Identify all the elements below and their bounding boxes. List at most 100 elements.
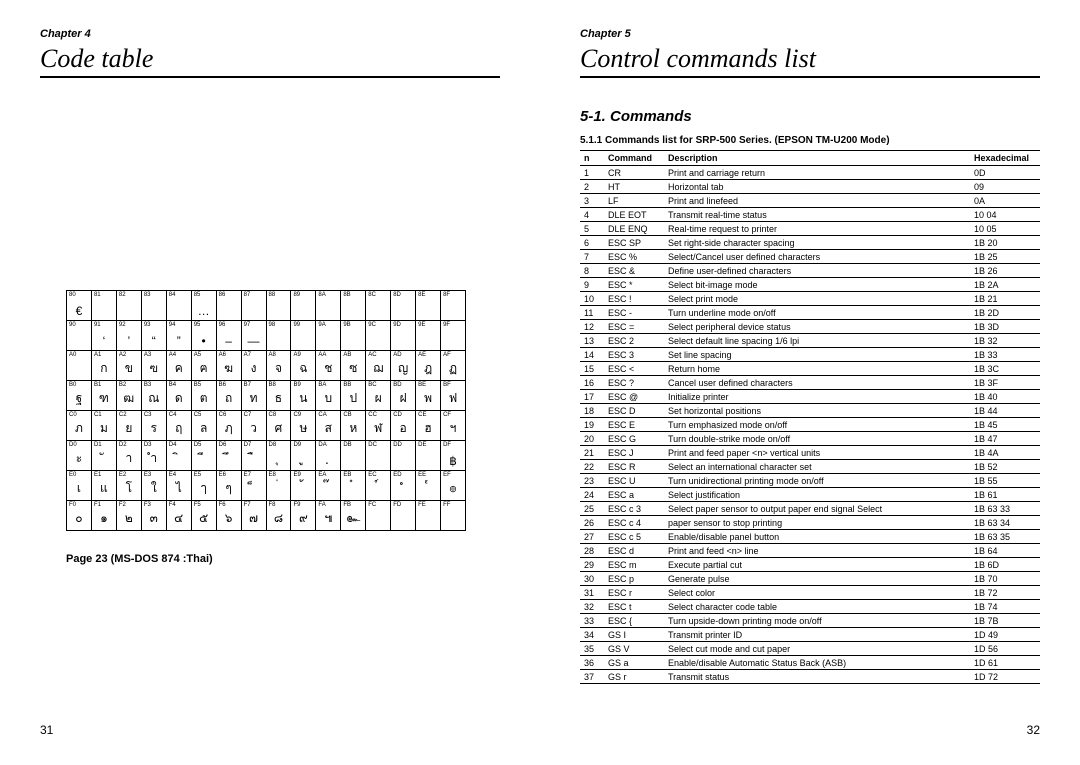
cell-desc: Select cut mode and cut paper — [664, 642, 970, 656]
cell-desc: Print and feed paper <n> vertical units — [664, 446, 970, 460]
code-cell: 81 — [91, 291, 116, 321]
cell-cmd: GS I — [604, 628, 664, 642]
cell-n: 15 — [580, 362, 604, 376]
cell-desc: Select peripheral device status — [664, 320, 970, 334]
code-cell: F6๖ — [216, 501, 241, 531]
code-cell: BEพ — [416, 381, 441, 411]
chapter-label-right: Chapter 5 — [580, 28, 1040, 40]
code-cell: E9้ — [291, 471, 316, 501]
code-cell: FF — [441, 501, 466, 531]
cell-hex: 1B 63 33 — [970, 502, 1040, 516]
table-row: 26ESC c 4paper sensor to stop printing1B… — [580, 516, 1040, 530]
cell-n: 19 — [580, 418, 604, 432]
code-cell: F1๑ — [91, 501, 116, 531]
table-row: 30ESC pGenerate pulse1B 70 — [580, 572, 1040, 586]
code-cell: C1ม — [91, 411, 116, 441]
cell-hex: 1B 33 — [970, 348, 1040, 362]
code-cell: DB — [341, 441, 366, 471]
cell-cmd: ESC E — [604, 418, 664, 432]
code-cell: 9C — [366, 321, 391, 351]
cell-hex: 1B 26 — [970, 264, 1040, 278]
cell-hex: 1B 64 — [970, 544, 1040, 558]
code-cell: 8E — [416, 291, 441, 321]
cell-n: 37 — [580, 670, 604, 684]
cell-hex: 1B 2D — [970, 306, 1040, 320]
code-cell: B5ต — [191, 381, 216, 411]
code-cell: 9B — [341, 321, 366, 351]
cell-hex: 1B 72 — [970, 586, 1040, 600]
code-cell: FD — [391, 501, 416, 531]
cell-cmd: ESC ! — [604, 292, 664, 306]
code-cell: EB๋ — [341, 471, 366, 501]
code-cell: ACฌ — [366, 351, 391, 381]
cell-n: 3 — [580, 194, 604, 208]
section-heading: 5-1. Commands — [580, 108, 1040, 125]
cell-cmd: ESC G — [604, 432, 664, 446]
code-cell: DAฺ — [316, 441, 341, 471]
cell-hex: 1B 3C — [970, 362, 1040, 376]
code-cell: CFฯ — [441, 411, 466, 441]
cell-desc: Select print mode — [664, 292, 970, 306]
chapter-label-left: Chapter 4 — [40, 28, 500, 40]
cell-desc: Real-time request to printer — [664, 222, 970, 236]
cell-desc: Set horizontal positions — [664, 404, 970, 418]
table-row: 11ESC -Turn underline mode on/off1B 2D — [580, 306, 1040, 320]
cell-hex: 10 04 — [970, 208, 1040, 222]
cell-n: 34 — [580, 628, 604, 642]
cell-n: 21 — [580, 446, 604, 460]
code-cell: 99 — [291, 321, 316, 351]
table-row: 1CRPrint and carriage return0D — [580, 166, 1040, 180]
code-cell: EDํ — [391, 471, 416, 501]
code-cell: FC — [366, 501, 391, 531]
cell-hex: 1B 63 34 — [970, 516, 1040, 530]
code-cell: E0เ — [67, 471, 92, 501]
cell-desc: Define user-defined characters — [664, 264, 970, 278]
code-cell: FB๛ — [341, 501, 366, 531]
code-cell: E7็ — [241, 471, 266, 501]
header-hexadecimal: Hexadecimal — [970, 151, 1040, 166]
cell-hex: 1B 2A — [970, 278, 1040, 292]
cell-desc: Print and linefeed — [664, 194, 970, 208]
table-row: 20ESC GTurn double-strike mode on/off1B … — [580, 432, 1040, 446]
cell-n: 30 — [580, 572, 604, 586]
code-cell: A9ฉ — [291, 351, 316, 381]
cell-n: 22 — [580, 460, 604, 474]
cell-hex: 1B 6D — [970, 558, 1040, 572]
cell-desc: Transmit printer ID — [664, 628, 970, 642]
table-row: 17ESC @Initialize printer1B 40 — [580, 390, 1040, 404]
code-cell: F2๒ — [116, 501, 141, 531]
code-cell: E5ๅ — [191, 471, 216, 501]
code-cell: BDฝ — [391, 381, 416, 411]
cell-cmd: ESC SP — [604, 236, 664, 250]
code-cell: 86 — [216, 291, 241, 321]
code-cell: B2ฒ — [116, 381, 141, 411]
code-table-caption: Page 23 (MS-DOS 874 :Thai) — [66, 553, 466, 565]
cell-cmd: LF — [604, 194, 664, 208]
cell-desc: Select bit-image mode — [664, 278, 970, 292]
code-cell: EE๎ — [416, 471, 441, 501]
code-cell: AAช — [316, 351, 341, 381]
code-cell: F8๘ — [266, 501, 291, 531]
page-number-left: 31 — [40, 723, 53, 737]
cell-n: 12 — [580, 320, 604, 334]
cell-desc: Return home — [664, 362, 970, 376]
code-cell: A8จ — [266, 351, 291, 381]
table-row: 13ESC 2Select default line spacing 1/6 l… — [580, 334, 1040, 348]
cell-cmd: ESC c 3 — [604, 502, 664, 516]
cell-cmd: ESC a — [604, 488, 664, 502]
cell-cmd: GS a — [604, 656, 664, 670]
cell-hex: 1B 44 — [970, 404, 1040, 418]
cell-n: 17 — [580, 390, 604, 404]
cell-n: 9 — [580, 278, 604, 292]
code-cell: DE — [416, 441, 441, 471]
cell-hex: 10 05 — [970, 222, 1040, 236]
table-row: 21ESC JPrint and feed paper <n> vertical… — [580, 446, 1040, 460]
cell-desc: Select justification — [664, 488, 970, 502]
commands-table: n Command Description Hexadecimal 1CRPri… — [580, 150, 1040, 684]
code-cell: A3ฃ — [141, 351, 166, 381]
code-cell: 88 — [266, 291, 291, 321]
cell-hex: 1B 74 — [970, 600, 1040, 614]
code-cell: 85… — [191, 291, 216, 321]
cell-hex: 0A — [970, 194, 1040, 208]
table-row: 34GS ITransmit printer ID1D 49 — [580, 628, 1040, 642]
